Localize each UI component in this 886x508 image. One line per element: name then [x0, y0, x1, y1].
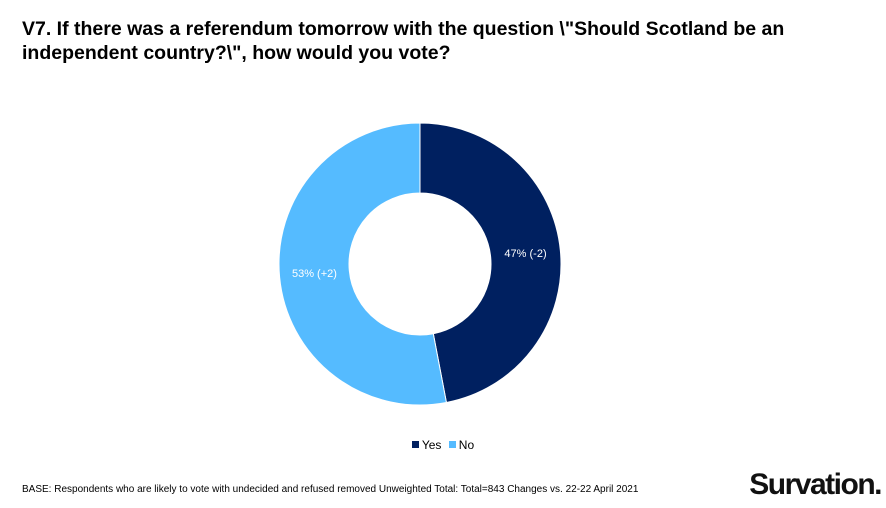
survation-logo: Survation. — [749, 468, 882, 501]
chart-title: V7. If there was a referendum tomorrow w… — [22, 18, 785, 64]
legend-item-no: No — [448, 438, 475, 452]
slice-yes — [419, 122, 562, 404]
data-label-yes: 47% (-2) — [504, 248, 546, 260]
legend: Yes No — [0, 438, 886, 452]
slice-no — [278, 122, 448, 406]
legend-label-no: No — [458, 438, 475, 452]
legend-label-yes: Yes — [421, 438, 442, 452]
legend-item-yes: Yes — [411, 438, 442, 452]
base-footnote: BASE: Respondents who are likely to vote… — [22, 484, 639, 495]
legend-swatch-yes — [411, 441, 419, 448]
legend-swatch-no — [448, 441, 456, 448]
data-label-no: 53% (+2) — [292, 268, 337, 280]
